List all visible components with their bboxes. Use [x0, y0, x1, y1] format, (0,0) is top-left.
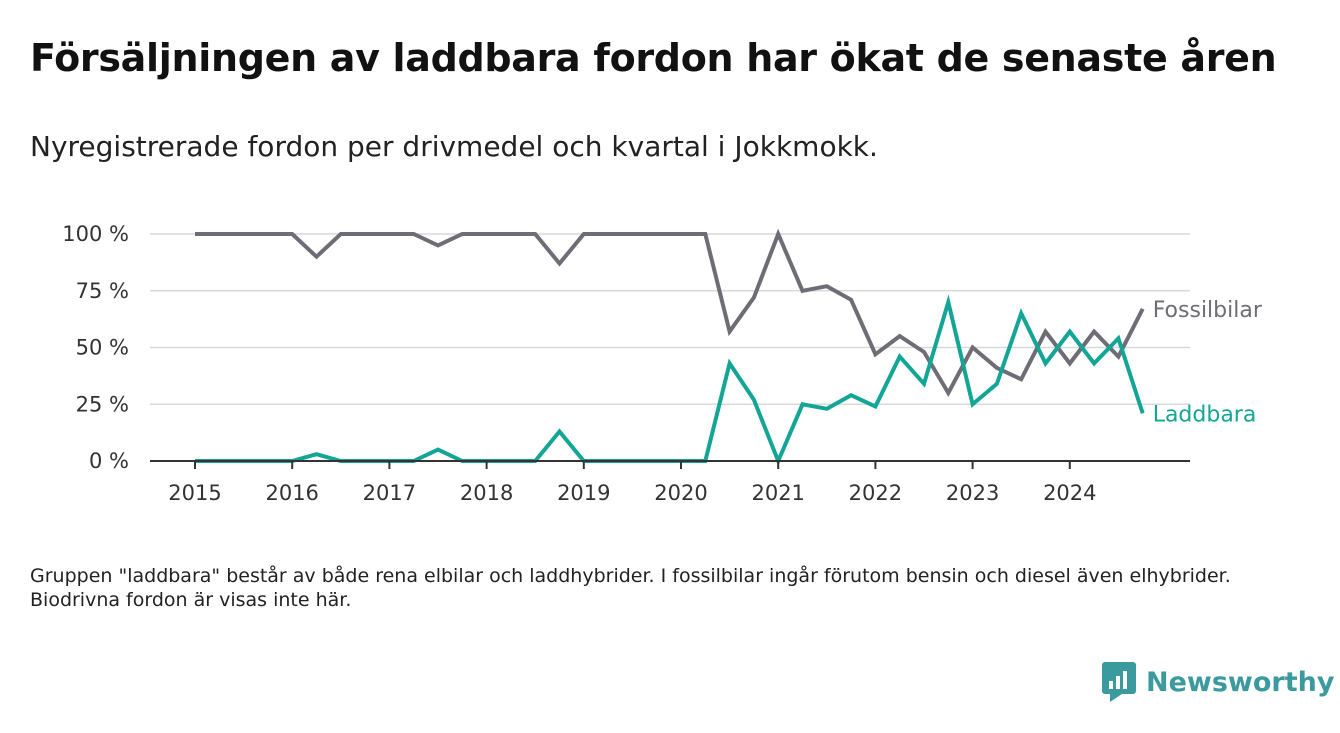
brand-name: Newsworthy — [1146, 666, 1335, 698]
x-tick-label: 2019 — [557, 481, 610, 505]
chart-title: Försäljningen av laddbara fordon har öka… — [30, 36, 1277, 80]
y-tick-label: 50 % — [76, 336, 129, 360]
chart-subtitle: Nyregistrerade fordon per drivmedel och … — [30, 130, 878, 163]
y-tick-label: 0 % — [89, 449, 129, 473]
series-labels: Fossilbilar Laddbara — [1153, 298, 1263, 427]
x-tick-label: 2016 — [265, 481, 318, 505]
x-tick-label: 2021 — [751, 481, 804, 505]
y-tick-label: 75 % — [76, 279, 129, 303]
y-tick-label: 100 % — [62, 222, 129, 246]
series-line-fossilbilar — [195, 228, 1145, 397]
footnote: Gruppen "laddbara" består av både rena e… — [30, 565, 1231, 611]
series-label-fossilbilar: Fossilbilar — [1153, 298, 1263, 323]
newsworthy-logo-icon — [1102, 662, 1136, 702]
axes: 0 % 25 % 50 % 75 % 100 % 2015 2016 2017 2018 2019… — [62, 222, 1190, 505]
x-tick-label: 2024 — [1043, 481, 1096, 505]
x-tick-label: 2018 — [460, 481, 513, 505]
brand-logo[interactable]: Newsworthy — [1102, 662, 1334, 702]
x-tick-label: 2022 — [849, 481, 902, 505]
grid-lines — [150, 233, 1190, 405]
series-line-laddbara — [195, 294, 1145, 467]
x-tick-label: 2020 — [654, 481, 707, 505]
x-tick-label: 2017 — [363, 481, 416, 505]
y-tick-label: 25 % — [76, 392, 129, 416]
x-tick-label: 2015 — [168, 481, 221, 505]
x-tick-label: 2023 — [946, 481, 999, 505]
series-label-laddbara: Laddbara — [1153, 402, 1257, 427]
